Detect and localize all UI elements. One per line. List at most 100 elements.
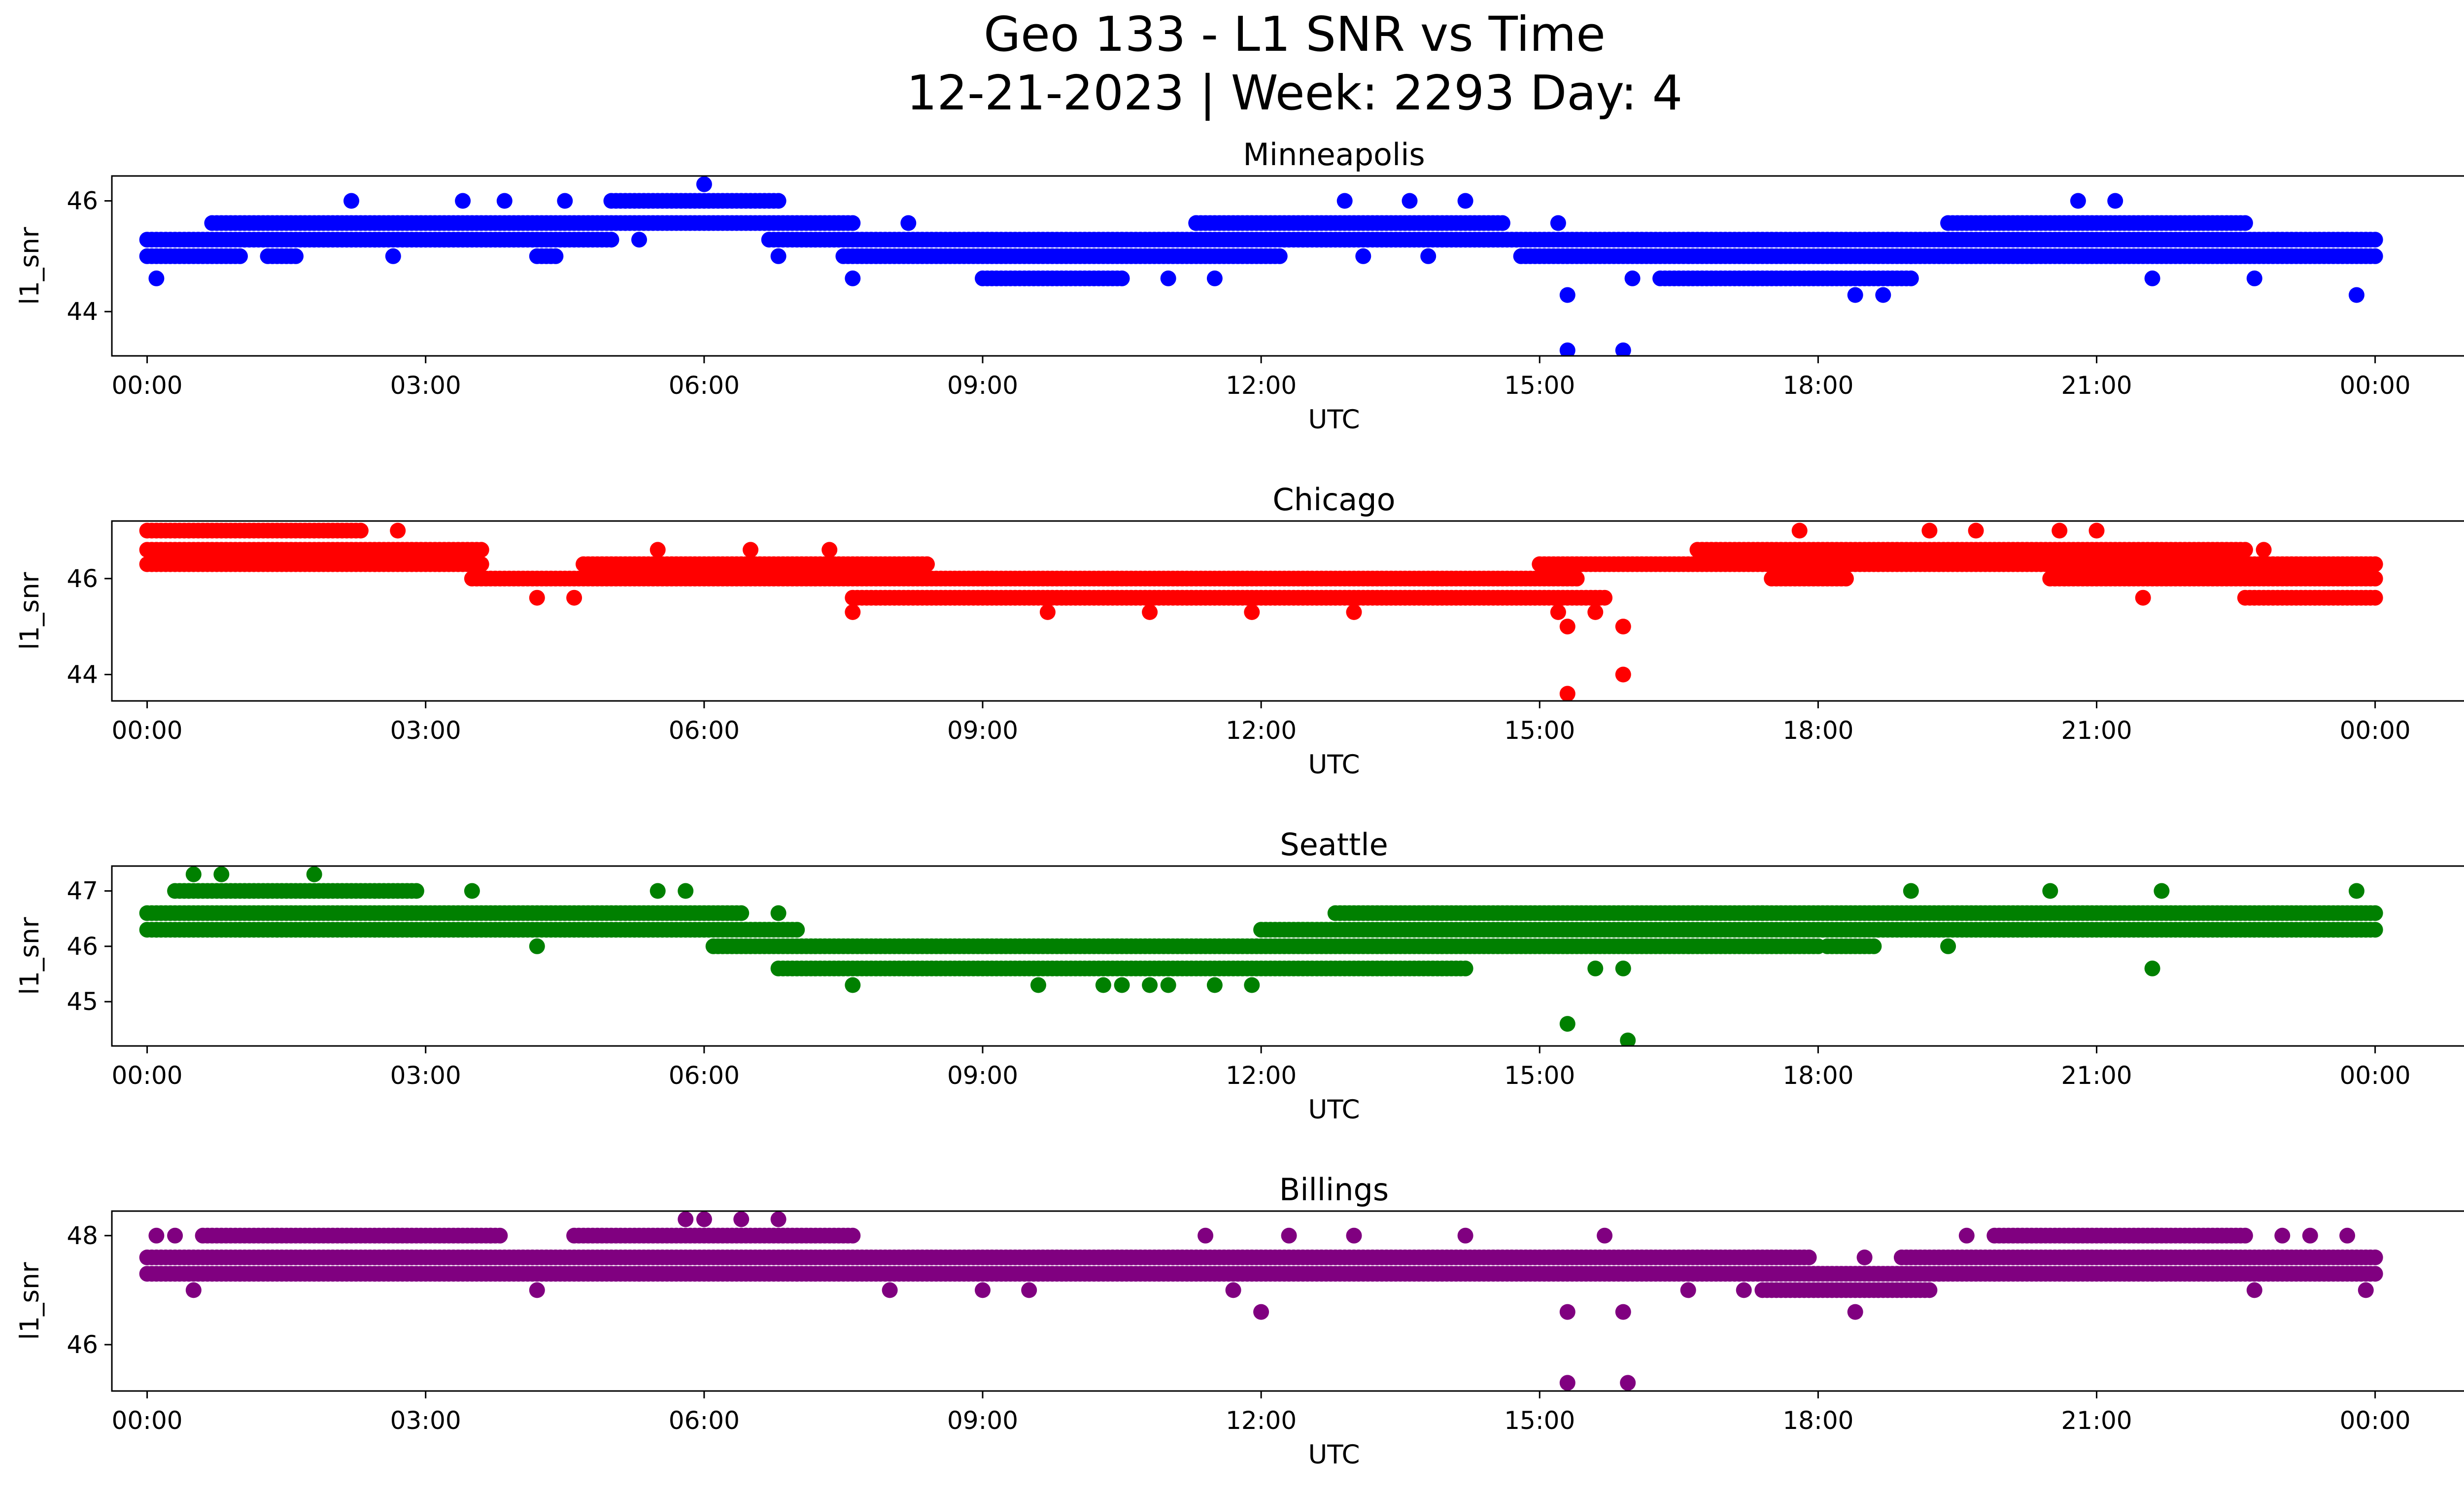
- data-point: [1597, 1227, 1613, 1244]
- data-point: [1225, 1282, 1241, 1298]
- data-point: [650, 542, 666, 558]
- x-tick-label: 00:00: [112, 371, 183, 400]
- data-point: [845, 270, 861, 286]
- x-tick-label: 00:00: [112, 716, 183, 745]
- data-point: [1903, 883, 1919, 899]
- x-tick-label: 21:00: [2061, 716, 2132, 745]
- data-point: [1030, 977, 1046, 993]
- x-tick-label: 12:00: [1226, 1061, 1297, 1090]
- data-point: [232, 1266, 248, 1282]
- data-point: [1142, 604, 1158, 620]
- data-point: [455, 193, 471, 209]
- x-axis-label: UTC: [1308, 1095, 1360, 1125]
- y-tick-label: 46: [67, 1330, 98, 1359]
- data-point: [1355, 248, 1371, 264]
- data-point: [1457, 193, 1473, 209]
- data-point: [2107, 193, 2123, 209]
- data-point: [2367, 1250, 2383, 1265]
- x-tick-label: 09:00: [947, 371, 1018, 400]
- x-tick-label: 03:00: [390, 1406, 461, 1435]
- data-point: [770, 1211, 787, 1227]
- data-point: [464, 883, 480, 899]
- x-tick-label: 06:00: [669, 716, 740, 745]
- data-point: [482, 1227, 499, 1244]
- data-point: [2107, 248, 2123, 264]
- axes-frame: [111, 520, 2464, 702]
- x-tick-label: 09:00: [947, 1061, 1018, 1090]
- data-point: [2367, 570, 2383, 587]
- data-point: [789, 1266, 805, 1282]
- data-point: [1559, 287, 1575, 303]
- data-point: [1903, 270, 1919, 286]
- data-point: [1206, 977, 1223, 993]
- data-point: [770, 248, 787, 264]
- axes-frame: [111, 175, 2464, 357]
- data-point: [1615, 619, 1631, 635]
- subplot-title: Minneapolis: [1243, 137, 1425, 173]
- x-tick-label: 18:00: [1782, 1061, 1853, 1090]
- data-point: [2144, 960, 2160, 976]
- y-axis-label: l1_snr: [15, 572, 45, 650]
- data-point: [919, 556, 935, 572]
- data-point: [2246, 270, 2262, 286]
- data-point: [1142, 977, 1158, 993]
- data-points: [139, 1211, 2383, 1391]
- data-point: [1550, 215, 1566, 231]
- data-point: [1336, 193, 1353, 209]
- data-point: [1986, 1266, 2003, 1282]
- data-point: [1680, 1282, 1696, 1298]
- data-point: [631, 232, 647, 248]
- data-point: [1457, 960, 1473, 976]
- data-point: [473, 542, 489, 558]
- data-point: [1114, 270, 1130, 286]
- data-point: [2135, 590, 2151, 606]
- x-tick-label: 12:00: [1226, 1406, 1297, 1435]
- x-tick-label: 15:00: [1504, 1061, 1575, 1090]
- y-axis-label: l1_snr: [15, 917, 45, 995]
- data-point: [733, 1211, 750, 1227]
- data-point: [2256, 542, 2272, 558]
- data-point: [2052, 522, 2068, 539]
- data-point: [2070, 193, 2086, 209]
- x-axis-label: UTC: [1308, 1440, 1360, 1470]
- data-point: [1847, 287, 1863, 303]
- x-axis-label: UTC: [1308, 750, 1360, 780]
- data-point: [1615, 1304, 1631, 1320]
- data-point: [1114, 977, 1130, 993]
- data-point: [1620, 1032, 1636, 1046]
- data-point: [2339, 1227, 2356, 1244]
- data-point: [1903, 248, 1919, 264]
- data-point: [148, 922, 165, 938]
- data-point: [2349, 287, 2364, 303]
- data-point: [975, 1282, 991, 1298]
- data-point: [2302, 1227, 2318, 1244]
- data-point: [408, 883, 424, 899]
- data-point: [1559, 342, 1575, 356]
- y-tick-label: 46: [67, 564, 98, 593]
- data-point: [1587, 604, 1604, 620]
- x-tick-label: 03:00: [390, 716, 461, 745]
- data-point: [288, 248, 304, 264]
- data-point: [529, 1282, 545, 1298]
- data-point: [2246, 1282, 2262, 1298]
- data-point: [1615, 342, 1631, 356]
- subplot-title: Chicago: [1272, 482, 1395, 518]
- data-point: [1244, 977, 1260, 993]
- figure-title-line2: 12-21-2023 | Week: 2293 Day: 4: [907, 65, 1683, 121]
- data-point: [1039, 604, 1056, 620]
- x-tick-label: 09:00: [947, 1406, 1018, 1435]
- data-point: [566, 590, 582, 606]
- x-tick-label: 21:00: [2061, 1406, 2132, 1435]
- data-point: [473, 556, 489, 572]
- data-point: [529, 938, 545, 954]
- data-point: [770, 905, 787, 921]
- data-points: [139, 866, 2383, 1046]
- data-point: [1559, 1016, 1575, 1032]
- x-tick-label: 00:00: [2340, 1406, 2411, 1435]
- x-tick-label: 03:00: [390, 1061, 461, 1090]
- data-point: [1346, 1227, 1362, 1244]
- data-point: [1271, 248, 1288, 264]
- data-point: [1875, 287, 1891, 303]
